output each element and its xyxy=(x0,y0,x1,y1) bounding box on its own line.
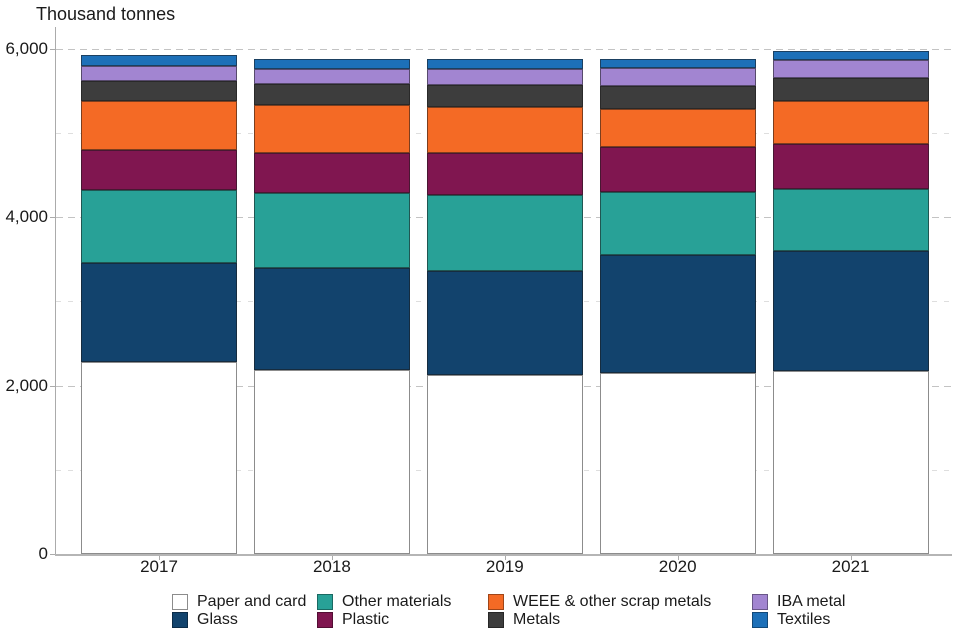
bar-segment-iba-metal-2020 xyxy=(599,67,756,86)
legend-column-3: WEEE & other scrap metals Metals xyxy=(488,593,711,629)
bar-segment-other-materials-2019 xyxy=(426,194,583,271)
bar-segment-plastic-2021 xyxy=(772,144,929,189)
bar-segment-plastic-2018 xyxy=(253,152,410,193)
legend-item-weee-other-scrap-metals: WEEE & other scrap metals xyxy=(488,593,711,611)
legend-label-weee-other-scrap-metals: WEEE & other scrap metals xyxy=(513,593,712,610)
legend-swatch-iba-metal xyxy=(752,594,768,610)
bar-segment-metals-2019 xyxy=(426,85,583,108)
y-tick-mark-4000 xyxy=(50,217,55,218)
legend-item-glass: Glass xyxy=(172,611,306,629)
bar-segment-weee-other-scrap-metals-2017 xyxy=(81,101,237,150)
bar-segment-weee-other-scrap-metals-2021 xyxy=(772,101,929,145)
x-tick-mark-2017 xyxy=(159,556,160,560)
bar-segment-metals-2018 xyxy=(253,83,410,105)
bar-segment-textiles-2019 xyxy=(426,58,583,69)
legend-column-2: Other materials Plastic xyxy=(317,593,451,629)
bar-segment-iba-metal-2019 xyxy=(426,68,583,86)
legend-item-paper-and-card: Paper and card xyxy=(172,593,306,611)
bar-segment-paper-and-card-2017 xyxy=(81,361,237,554)
y-tick-label-0: 0 xyxy=(38,544,48,563)
x-tick-label-2019: 2019 xyxy=(485,557,524,576)
x-tick-label-2017: 2017 xyxy=(140,557,178,576)
legend-column-1: Paper and card Glass xyxy=(172,593,306,629)
bar-segment-paper-and-card-2020 xyxy=(599,372,756,554)
legend-swatch-glass xyxy=(172,612,188,628)
bar-segment-weee-other-scrap-metals-2019 xyxy=(426,107,583,154)
legend-label-metals: Metals xyxy=(513,611,561,628)
x-tick-mark-2021 xyxy=(850,556,852,560)
x-tick-mark-2018 xyxy=(331,556,333,560)
bar-segment-plastic-2019 xyxy=(426,153,583,195)
bar-segment-metals-2020 xyxy=(599,85,756,109)
chart-title: Thousand tonnes xyxy=(36,4,176,24)
bar-segment-textiles-2021 xyxy=(772,51,929,61)
bar-segment-other-materials-2018 xyxy=(253,192,410,268)
legend-item-other-materials: Other materials xyxy=(317,593,451,611)
bar-segment-weee-other-scrap-metals-2020 xyxy=(599,108,756,147)
bar-segment-plastic-2020 xyxy=(599,146,756,193)
legend-label-other-materials: Other materials xyxy=(342,593,452,610)
legend-swatch-other-materials xyxy=(317,594,333,610)
legend-label-textiles: Textiles xyxy=(777,611,831,628)
bar-segment-glass-2018 xyxy=(253,267,410,371)
x-axis-line xyxy=(55,554,952,556)
x-tick-label-2020: 2020 xyxy=(658,557,697,576)
x-tick-mark-2019 xyxy=(504,556,506,560)
bar-segment-other-materials-2021 xyxy=(772,188,929,252)
legend-column-4: IBA metal Textiles xyxy=(752,593,845,629)
x-tick-label-2018: 2018 xyxy=(312,557,351,576)
legend-swatch-plastic xyxy=(317,612,333,628)
y-tick-label-6000: 6,000 xyxy=(5,38,48,58)
bar-segment-glass-2017 xyxy=(81,263,237,362)
legend-swatch-weee-other-scrap-metals xyxy=(488,594,504,610)
legend-swatch-paper-and-card xyxy=(172,594,188,610)
bar-segment-textiles-2018 xyxy=(253,59,410,70)
bar-segment-plastic-2017 xyxy=(81,149,237,191)
legend-label-plastic: Plastic xyxy=(342,611,390,628)
bar-segment-metals-2017 xyxy=(81,80,237,102)
legend-label-paper-and-card: Paper and card xyxy=(197,593,307,610)
y-tick-label-2000: 2,000 xyxy=(5,375,48,395)
bar-segment-glass-2020 xyxy=(599,255,756,373)
x-tick-mark-2020 xyxy=(677,556,679,560)
y-tick-mark-0 xyxy=(50,554,55,555)
y-tick-mark-6000 xyxy=(50,48,55,50)
legend-label-iba-metal: IBA metal xyxy=(777,593,846,610)
gridline-major-6000 xyxy=(56,48,952,50)
bar-segment-iba-metal-2021 xyxy=(772,60,929,78)
legend-item-textiles: Textiles xyxy=(752,611,845,629)
legend-label-glass: Glass xyxy=(197,611,238,628)
legend-item-metals: Metals xyxy=(488,611,711,629)
bar-segment-paper-and-card-2021 xyxy=(772,371,929,554)
bar-segment-textiles-2020 xyxy=(599,59,756,68)
bar-segment-other-materials-2017 xyxy=(81,190,237,264)
bar-segment-metals-2021 xyxy=(772,77,929,102)
bar-segment-glass-2021 xyxy=(772,251,929,372)
bar-segment-iba-metal-2017 xyxy=(81,65,237,81)
bar-segment-textiles-2017 xyxy=(81,55,237,66)
legend-swatch-textiles xyxy=(752,612,768,628)
bar-segment-glass-2019 xyxy=(426,270,583,375)
bar-segment-other-materials-2020 xyxy=(599,192,756,256)
legend-item-plastic: Plastic xyxy=(317,611,451,629)
y-tick-mark-2000 xyxy=(50,385,55,387)
y-tick-label-4000: 4,000 xyxy=(5,207,48,226)
legend-item-iba-metal: IBA metal xyxy=(752,593,845,611)
bar-segment-weee-other-scrap-metals-2018 xyxy=(253,104,410,153)
bar-segment-iba-metal-2018 xyxy=(253,69,410,84)
bar-segment-paper-and-card-2018 xyxy=(253,370,410,554)
x-tick-label-2021: 2021 xyxy=(831,557,870,576)
legend-swatch-metals xyxy=(488,612,504,628)
bar-segment-paper-and-card-2019 xyxy=(426,374,583,554)
y-axis-line xyxy=(55,27,56,554)
